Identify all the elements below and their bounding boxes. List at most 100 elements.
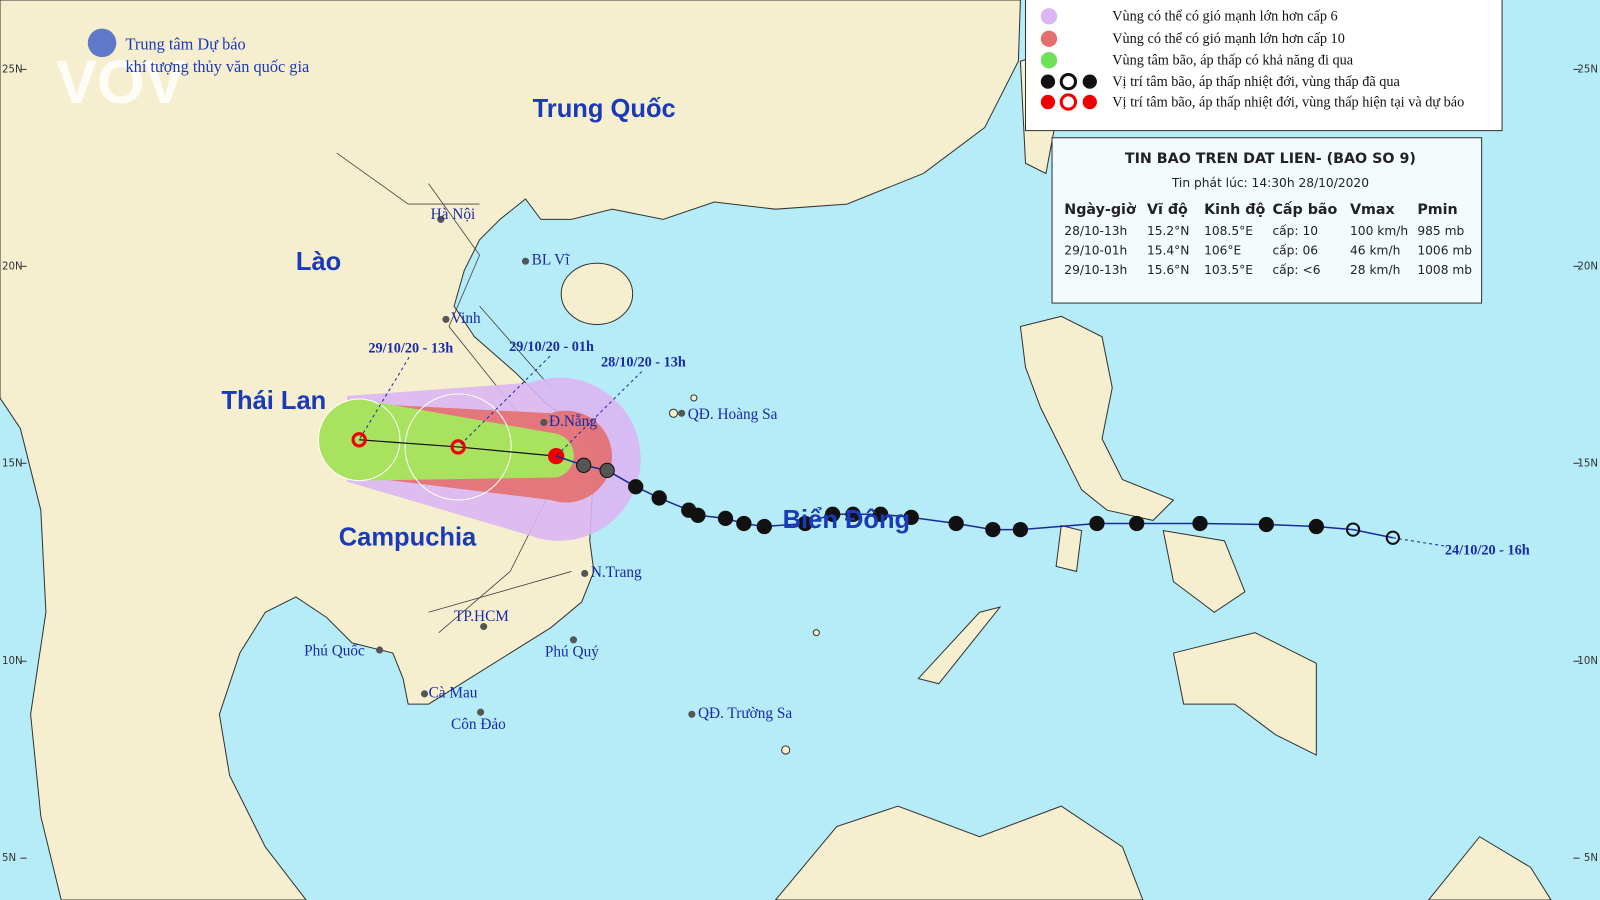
place-dot — [437, 215, 445, 223]
place-label: Côn Đảo — [451, 716, 506, 733]
storm-position — [736, 515, 752, 532]
place-dot — [477, 708, 485, 716]
column-header: Vĩ độ — [1147, 202, 1188, 218]
track-tail — [1392, 537, 1444, 547]
lat-label: 20N — [2, 261, 23, 272]
table-cell: 28 km/h — [1350, 263, 1400, 277]
table-cell: 106°E — [1204, 244, 1241, 258]
bulletin-box — [1051, 137, 1483, 304]
table-cell: 29/10-01h — [1064, 244, 1127, 258]
place-dot — [376, 646, 384, 654]
bulletin-issued: Tin phát lúc: 14:30h 28/10/2020 — [1171, 176, 1369, 190]
storm-position — [1308, 518, 1324, 535]
place-label: QĐ. Hoàng Sa — [688, 406, 778, 423]
storm-position — [1258, 516, 1274, 533]
table-cell: cấp: <6 — [1272, 263, 1320, 277]
legend-item: Vùng có thể có gió mạnh lớn hơn cấp 10 — [1112, 31, 1345, 47]
storm-position — [690, 507, 706, 523]
place-label: BL Vĩ — [532, 252, 571, 269]
country-label: Thái Lan — [221, 387, 326, 415]
lat-label: 25N — [2, 64, 23, 75]
place-dot — [540, 418, 548, 427]
storm-position — [903, 509, 919, 525]
country-label: Trung Quốc — [533, 95, 676, 123]
storm-position — [717, 510, 734, 527]
storm-position — [1089, 515, 1105, 532]
storm-position — [825, 506, 841, 522]
place-label: TP.HCM — [454, 608, 509, 625]
lat-label: 25N — [1577, 64, 1598, 75]
table-cell: 46 km/h — [1350, 244, 1400, 258]
legend-item: Vùng có thể có gió mạnh lớn hơn cấp 6 — [1112, 9, 1337, 25]
legend — [1025, 0, 1503, 132]
table-cell: 28/10-13h — [1064, 224, 1127, 238]
table-cell: 15.2°N — [1147, 224, 1190, 238]
country-label: Campuchia — [339, 524, 477, 552]
storm-position — [1345, 522, 1361, 537]
place-label: Vinh — [451, 310, 481, 327]
time-label: 29/10/20 - 01h — [509, 339, 594, 355]
place-dot — [442, 315, 450, 323]
place-dot — [569, 636, 578, 644]
place-label: Cà Mau — [429, 684, 478, 701]
bulletin-title: TIN BAO TREN DAT LIEN- (BAO SO 9) — [1125, 151, 1416, 167]
legend-item: Vùng tâm bão, áp thấp có khả năng đi qua — [1112, 53, 1354, 69]
table-cell: 15.4°N — [1147, 244, 1190, 258]
storm-position — [948, 515, 964, 532]
table-cell: cấp: 06 — [1272, 244, 1318, 258]
column-header: Pmin — [1417, 202, 1457, 218]
place-dot — [581, 569, 589, 578]
column-header: Kinh độ — [1204, 202, 1265, 218]
place-dot — [480, 622, 488, 631]
table-cell: 100 km/h — [1350, 224, 1408, 238]
time-label: 24/10/20 - 16h — [1445, 542, 1530, 558]
table-cell: 15.6°N — [1147, 263, 1190, 277]
lat-label: 15N — [2, 458, 23, 469]
lat-label: 10N — [2, 656, 23, 667]
past-track — [555, 455, 1444, 547]
storm-position — [756, 518, 772, 535]
storm-position — [797, 515, 813, 532]
time-label: 28/10/20 - 13h — [601, 355, 686, 371]
place-label: N.Trang — [591, 564, 642, 581]
table-cell: 29/10-13h — [1064, 263, 1127, 277]
country-label: Biển Đông — [783, 506, 911, 534]
table-cell: 103.5°E — [1204, 263, 1253, 277]
place-label: QĐ. Trường Sa — [698, 705, 792, 722]
storm-position — [599, 462, 615, 479]
place-dot — [521, 257, 530, 265]
lat-label: 15N — [1577, 458, 1598, 469]
column-header: Vmax — [1350, 202, 1395, 218]
storm-position — [1012, 521, 1029, 538]
time-label: 29/10/20 - 13h — [368, 340, 453, 356]
storm-position — [1192, 515, 1208, 532]
legend-item: Vị trí tâm bão, áp thấp nhiệt đới, vùng … — [1112, 94, 1464, 110]
place-dot — [420, 690, 429, 698]
storm-position — [872, 506, 889, 522]
logo-mark — [87, 28, 117, 58]
storm-position — [651, 490, 667, 506]
lat-label: 5N — [2, 853, 16, 864]
table-cell: 108.5°E — [1204, 224, 1253, 238]
lat-label: 20N — [1577, 261, 1598, 272]
org-name: khí tượng thủy văn quốc gia — [126, 57, 310, 76]
storm-position — [628, 479, 644, 495]
storm-position — [985, 521, 1001, 538]
table-cell: 1008 mb — [1417, 263, 1472, 277]
storm-position — [845, 506, 861, 522]
column-header: Ngày-giờ — [1064, 202, 1137, 218]
storm-position — [1129, 515, 1145, 532]
place-label: Đ.Nẵng — [549, 413, 597, 430]
place-label: Phú Quốc — [304, 643, 365, 660]
forecast-cone — [317, 377, 641, 541]
lat-label: 10N — [1577, 656, 1598, 667]
country-label: Lào — [296, 248, 341, 276]
table-cell: cấp: 10 — [1272, 224, 1318, 238]
storm-position — [576, 457, 592, 473]
place-label: Hà Nội — [431, 206, 476, 223]
table-cell: 985 mb — [1417, 224, 1464, 238]
table-cell: 1006 mb — [1417, 244, 1472, 258]
time-leader — [555, 371, 643, 457]
place-dot — [678, 409, 686, 417]
